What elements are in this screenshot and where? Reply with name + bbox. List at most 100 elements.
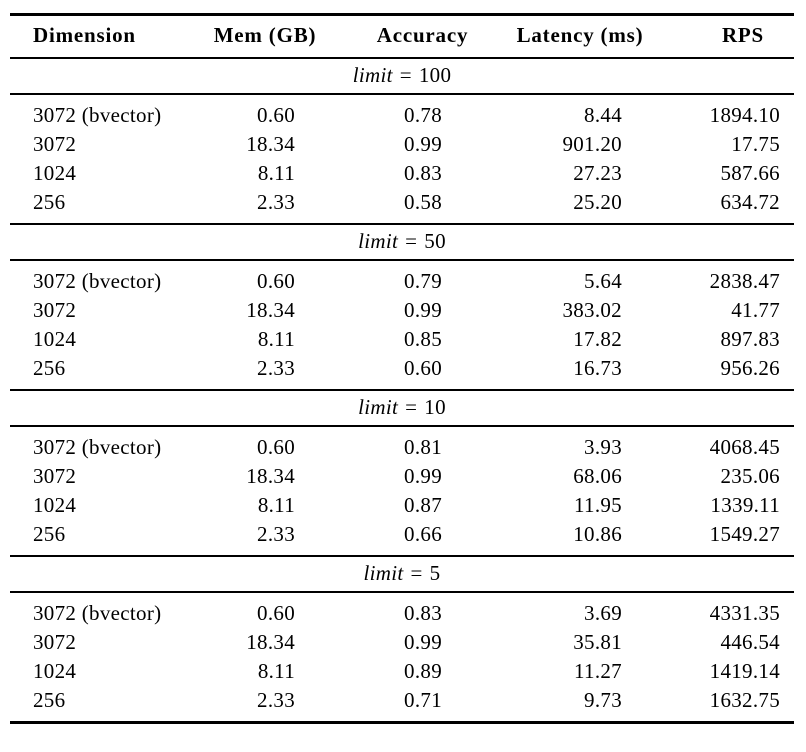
cell-accuracy: 0.85 <box>404 327 442 351</box>
equals-sign: = <box>399 63 412 87</box>
cell-mem_gb: 8.11 <box>257 161 295 185</box>
cell-mem_gb: 18.34 <box>246 132 295 156</box>
cell-mem_gb: 0.60 <box>257 103 295 127</box>
table-row: 1024 8.11 0.87 11.95 1339.11 <box>10 491 794 520</box>
cell-mem_gb: 0.60 <box>257 435 295 459</box>
cell-mem_gb: 0.60 <box>257 601 295 625</box>
table-row: 256 2.33 0.71 9.73 1632.75 <box>10 686 794 723</box>
cell-accuracy: 0.79 <box>404 269 442 293</box>
table-row: 256 2.33 0.66 10.86 1549.27 <box>10 520 794 556</box>
cell-latency_ms: 27.23 <box>573 161 622 185</box>
cell-dimension: 3072 (bvector) <box>33 601 162 625</box>
cell-dimension: 3072 (bvector) <box>33 269 162 293</box>
cell-rps: 41.77 <box>731 298 780 322</box>
table-row: 3072 (bvector) 0.60 0.78 8.44 1894.10 <box>10 94 794 130</box>
limit-value: 50 <box>424 229 446 253</box>
cell-latency_ms: 3.93 <box>584 435 622 459</box>
table-row: 3072 (bvector) 0.60 0.81 3.93 4068.45 <box>10 426 794 462</box>
cell-mem_gb: 8.11 <box>257 493 295 517</box>
table-row: 3072 18.34 0.99 383.02 41.77 <box>10 296 794 325</box>
cell-rps: 1549.27 <box>709 522 780 546</box>
equals-sign: = <box>405 395 418 419</box>
cell-mem_gb: 8.11 <box>257 659 295 683</box>
limit-value: 5 <box>429 561 441 585</box>
table-section-limit-50: limit = 50 3072 (bvector) 0.60 0.79 5.64 2838.4… <box>10 223 794 390</box>
table-row: 3072 (bvector) 0.60 0.83 3.69 4331.35 <box>10 592 794 628</box>
cell-dimension: 1024 <box>33 659 77 683</box>
cell-latency_ms: 3.69 <box>584 601 622 625</box>
cell-mem_gb: 2.33 <box>257 522 295 546</box>
cell-latency_ms: 11.27 <box>574 659 622 683</box>
cell-rps: 1632.75 <box>709 688 780 712</box>
cell-accuracy: 0.60 <box>404 356 442 380</box>
cell-dimension: 3072 <box>33 132 77 156</box>
cell-accuracy: 0.99 <box>404 630 442 654</box>
limit-variable: limit <box>363 561 404 585</box>
cell-latency_ms: 383.02 <box>562 298 622 322</box>
cell-rps: 634.72 <box>720 190 780 214</box>
cell-dimension: 3072 (bvector) <box>33 435 162 459</box>
cell-rps: 446.54 <box>720 630 780 654</box>
limit-variable: limit <box>358 395 399 419</box>
table-section-limit-5: limit = 5 3072 (bvector) 0.60 0.83 3.69 4331.35… <box>10 555 794 723</box>
cell-dimension: 256 <box>33 688 66 712</box>
section-title-row: limit = 100 <box>10 57 794 95</box>
cell-latency_ms: 16.73 <box>573 356 622 380</box>
section-title-row: limit = 50 <box>10 223 794 261</box>
equals-sign: = <box>410 561 423 585</box>
table-header: Dimension Mem (GB) Accuracy Latency (ms) RPS <box>10 14 794 59</box>
cell-rps: 587.66 <box>720 161 780 185</box>
cell-dimension: 256 <box>33 522 66 546</box>
cell-accuracy: 0.83 <box>404 161 442 185</box>
equals-sign: = <box>405 229 418 253</box>
limit-variable: limit <box>358 229 399 253</box>
table-row: 256 2.33 0.58 25.20 634.72 <box>10 188 794 224</box>
cell-accuracy: 0.89 <box>404 659 442 683</box>
cell-latency_ms: 9.73 <box>584 688 622 712</box>
cell-dimension: 3072 <box>33 464 77 488</box>
limit-variable: limit <box>352 63 393 87</box>
cell-mem_gb: 2.33 <box>257 190 295 214</box>
table-section-limit-100: limit = 100 3072 (bvector) 0.60 0.78 8.44 1894.… <box>10 57 794 224</box>
cell-accuracy: 0.87 <box>404 493 442 517</box>
table-row: 3072 (bvector) 0.60 0.79 5.64 2838.47 <box>10 260 794 296</box>
table-section-limit-10: limit = 10 3072 (bvector) 0.60 0.81 3.93 4068.4… <box>10 389 794 556</box>
cell-mem_gb: 2.33 <box>257 688 295 712</box>
cell-accuracy: 0.58 <box>404 190 442 214</box>
column-header-dimension: Dimension <box>10 14 190 59</box>
table-row: 3072 18.34 0.99 68.06 235.06 <box>10 462 794 491</box>
cell-rps: 2838.47 <box>709 269 780 293</box>
cell-mem_gb: 0.60 <box>257 269 295 293</box>
benchmark-table: Dimension Mem (GB) Accuracy Latency (ms) RPS… <box>10 13 794 724</box>
cell-latency_ms: 68.06 <box>573 464 622 488</box>
cell-latency_ms: 17.82 <box>573 327 622 351</box>
table-row: 1024 8.11 0.85 17.82 897.83 <box>10 325 794 354</box>
cell-dimension: 3072 <box>33 630 77 654</box>
cell-dimension: 1024 <box>33 161 77 185</box>
header-row: Dimension Mem (GB) Accuracy Latency (ms) RPS <box>10 14 794 59</box>
section-title: limit = 10 <box>10 389 794 427</box>
limit-value: 10 <box>424 395 446 419</box>
cell-mem_gb: 8.11 <box>257 327 295 351</box>
cell-latency_ms: 35.81 <box>573 630 622 654</box>
cell-rps: 897.83 <box>720 327 780 351</box>
cell-rps: 4331.35 <box>709 601 780 625</box>
cell-accuracy: 0.99 <box>404 464 442 488</box>
table-row: 256 2.33 0.60 16.73 956.26 <box>10 354 794 390</box>
cell-dimension: 1024 <box>33 493 77 517</box>
cell-accuracy: 0.66 <box>404 522 442 546</box>
cell-rps: 235.06 <box>720 464 780 488</box>
cell-accuracy: 0.81 <box>404 435 442 459</box>
column-header-accuracy: Accuracy <box>340 14 505 59</box>
cell-mem_gb: 18.34 <box>246 298 295 322</box>
cell-rps: 17.75 <box>731 132 780 156</box>
cell-latency_ms: 5.64 <box>584 269 622 293</box>
table-row: 1024 8.11 0.89 11.27 1419.14 <box>10 657 794 686</box>
cell-mem_gb: 18.34 <box>246 630 295 654</box>
cell-accuracy: 0.78 <box>404 103 442 127</box>
cell-mem_gb: 2.33 <box>257 356 295 380</box>
cell-accuracy: 0.71 <box>404 688 442 712</box>
cell-rps: 4068.45 <box>709 435 780 459</box>
cell-accuracy: 0.83 <box>404 601 442 625</box>
